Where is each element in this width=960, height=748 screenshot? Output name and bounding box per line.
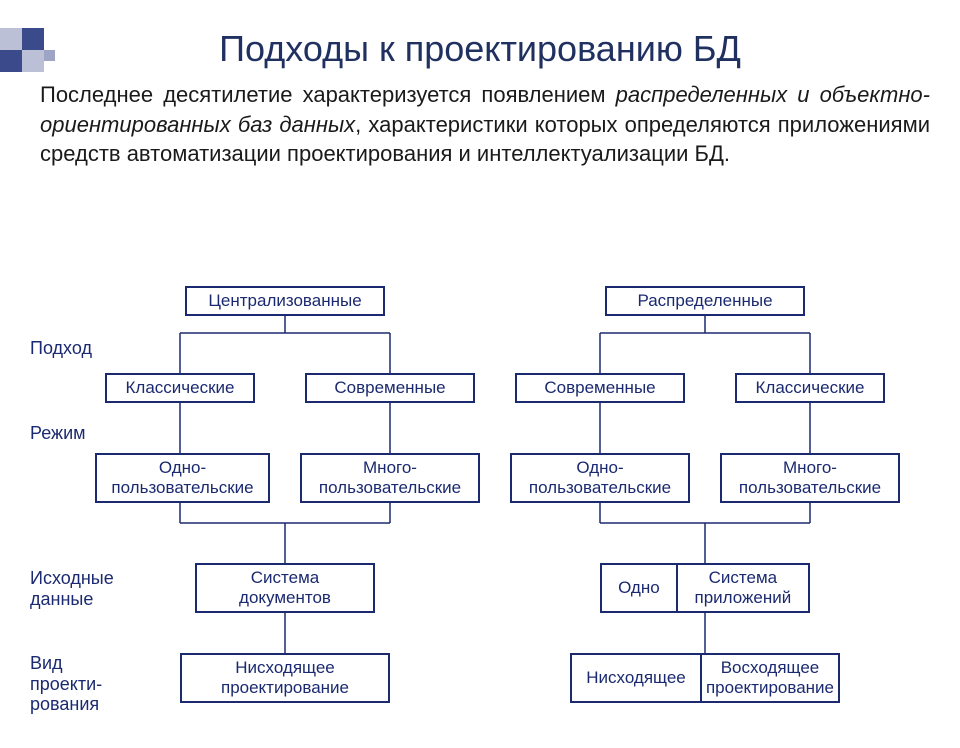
node-left-design: Нисходящеепроектирование <box>180 653 390 703</box>
page-title: Подходы к проектированию БД <box>0 28 960 70</box>
intro-part1: Последнее десятилетие характеризуется по… <box>40 82 616 107</box>
node-right-approach-1: Современные <box>515 373 685 403</box>
node-right-approach-2: Классические <box>735 373 885 403</box>
node-right-design-1: Нисходящее <box>572 655 702 701</box>
node-right-design-2: Восходящеепроектирование <box>702 655 838 701</box>
node-right-source-1: Одно <box>602 565 678 611</box>
node-right-design: Нисходящее Восходящеепроектирование <box>570 653 840 703</box>
node-left-source: Системадокументов <box>195 563 375 613</box>
label-approach: Подход <box>30 338 92 359</box>
label-design-type: Видпроекти-рования <box>30 653 102 715</box>
label-mode: Режим <box>30 423 86 444</box>
node-left-approach-1: Классические <box>105 373 255 403</box>
node-left-mode-1: Одно-пользовательские <box>95 453 270 503</box>
node-right-mode-2: Много-пользовательские <box>720 453 900 503</box>
node-right-source: Одно Системаприложений <box>600 563 810 613</box>
node-left-mode-2: Много-пользовательские <box>300 453 480 503</box>
node-right-root: Распределенные <box>605 286 805 316</box>
node-left-approach-2: Современные <box>305 373 475 403</box>
node-right-mode-1: Одно-пользовательские <box>510 453 690 503</box>
node-right-source-2: Системаприложений <box>678 565 808 611</box>
intro-paragraph: Последнее десятилетие характеризуется по… <box>40 80 930 169</box>
diagram-area: Подход Режим Исходныеданные Видпроекти-р… <box>0 278 960 748</box>
node-left-root: Централизованные <box>185 286 385 316</box>
label-source: Исходныеданные <box>30 568 114 609</box>
